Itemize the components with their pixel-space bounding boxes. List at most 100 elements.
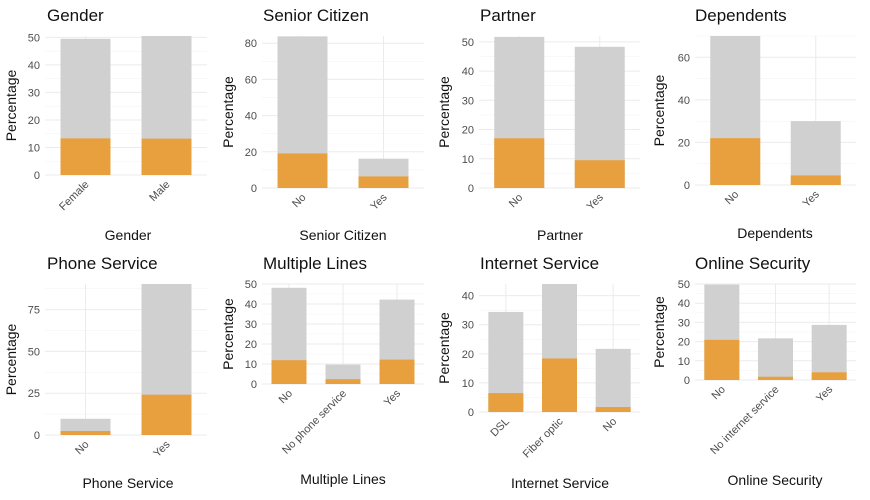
panel-title: Partner	[480, 6, 536, 25]
bar-churn	[379, 359, 415, 384]
bar-total	[790, 121, 841, 185]
x-tick-label: Yes	[801, 188, 823, 210]
y-tick-label: 20	[28, 115, 40, 127]
x-axis-title: Multiple Lines	[300, 471, 386, 487]
x-tick-label: DSL	[488, 416, 512, 440]
y-tick-label: 0	[684, 375, 690, 387]
y-tick-label: 50	[28, 32, 40, 44]
y-tick-label: 80	[245, 38, 257, 50]
y-tick-label: 20	[678, 337, 690, 349]
x-axis-title: Online Security	[728, 472, 823, 488]
bar-total	[60, 418, 111, 435]
y-tick-label: 40	[245, 299, 257, 311]
bar-total	[595, 348, 631, 412]
y-tick-label: 20	[245, 339, 257, 351]
bar-churn	[277, 153, 328, 188]
y-tick-label: 10	[462, 378, 474, 390]
bar-churn	[141, 138, 192, 175]
panel-4: 0 25 50 75 No Yes Phone Service Phone Service Pe…	[3, 254, 207, 491]
x-axis-title: Senior Citizen	[299, 227, 386, 243]
y-tick-label: 10	[678, 356, 690, 368]
x-tick-label: Yes	[814, 383, 836, 405]
bar-churn	[494, 138, 545, 188]
x-tick-label: Male	[147, 179, 172, 204]
panel-title: Online Security	[695, 254, 811, 273]
bar-churn	[542, 358, 577, 412]
bar-total	[325, 364, 361, 384]
bar-total	[811, 324, 847, 380]
y-tick-label: 10	[245, 359, 257, 371]
y-tick-label: 30	[462, 320, 474, 332]
x-axis-title: Phone Service	[82, 475, 173, 491]
y-axis-title: Percentage	[3, 69, 19, 141]
y-tick-label: 75	[28, 305, 40, 317]
y-tick-label: 10	[462, 154, 474, 166]
panel-title: Phone Service	[47, 254, 158, 273]
y-axis-title: Percentage	[220, 76, 236, 148]
y-tick-label: 40	[28, 60, 40, 72]
panel-title: Dependents	[695, 6, 787, 25]
bar-churn	[488, 393, 524, 412]
y-axis-title: Percentage	[436, 76, 452, 148]
x-tick-label: Fiber optic	[521, 415, 566, 460]
y-tick-label: 0	[34, 430, 40, 442]
x-tick-label: No	[277, 388, 295, 406]
x-axis-title: Dependents	[737, 225, 813, 241]
y-axis-title: Percentage	[436, 312, 452, 384]
y-tick-label: 40	[462, 291, 474, 303]
y-tick-label: 0	[251, 183, 257, 195]
bar-churn	[704, 339, 740, 380]
bar-total	[758, 338, 793, 380]
panel-6: 0 10 20 30 40 DSL Fiber optic No Internet Servic…	[436, 254, 640, 491]
panel-title: Senior Citizen	[263, 6, 369, 25]
y-axis-title: Percentage	[651, 74, 667, 146]
y-axis-title: Percentage	[651, 296, 667, 368]
bar-churn	[574, 160, 625, 188]
panel-0: 0 10 20 30 40 50 Female Male Gender Gender Percent…	[3, 6, 207, 243]
y-tick-label: 30	[678, 317, 690, 329]
y-tick-label: 10	[28, 142, 40, 154]
x-tick-label: No	[723, 189, 741, 207]
x-tick-label: Yes	[151, 438, 173, 460]
y-tick-label: 30	[245, 319, 257, 331]
bar-churn	[60, 138, 111, 175]
x-axis-title: Internet Service	[511, 475, 609, 491]
x-tick-label: No	[601, 416, 619, 434]
panel-title: Multiple Lines	[263, 254, 367, 273]
x-tick-label: Female	[57, 179, 91, 213]
bar-churn	[710, 138, 761, 185]
x-axis-title: Partner	[537, 227, 583, 243]
panel-title: Gender	[47, 6, 104, 25]
bar-churn	[271, 360, 307, 384]
y-tick-label: 20	[678, 137, 690, 149]
x-tick-label: No	[290, 192, 308, 210]
y-tick-label: 40	[462, 66, 474, 78]
y-tick-label: 60	[678, 52, 690, 64]
y-tick-label: 0	[468, 407, 474, 419]
y-tick-label: 40	[245, 111, 257, 123]
y-tick-label: 40	[678, 95, 690, 107]
x-tick-label: Yes	[368, 191, 390, 213]
y-tick-label: 30	[28, 87, 40, 99]
y-tick-label: 30	[462, 95, 474, 107]
panel-title: Internet Service	[480, 254, 599, 273]
bar-churn	[141, 394, 192, 435]
y-tick-label: 50	[678, 279, 690, 291]
panel-1: 0 20 40 60 80 No Yes Senior Citizen Senior Citiz…	[220, 6, 424, 243]
panel-3: 0 20 40 60 No Yes Dependents Dependents Percenta…	[651, 6, 856, 241]
bar-churn	[325, 379, 361, 384]
y-tick-label: 25	[28, 388, 40, 400]
y-axis-title: Percentage	[220, 298, 236, 370]
bar-churn	[811, 372, 847, 380]
y-tick-label: 50	[462, 37, 474, 49]
y-tick-label: 0	[684, 180, 690, 192]
y-tick-label: 50	[28, 346, 40, 358]
y-tick-label: 0	[34, 170, 40, 182]
y-axis-title: Percentage	[3, 323, 19, 395]
y-tick-label: 20	[462, 125, 474, 137]
bar-churn	[758, 376, 793, 380]
